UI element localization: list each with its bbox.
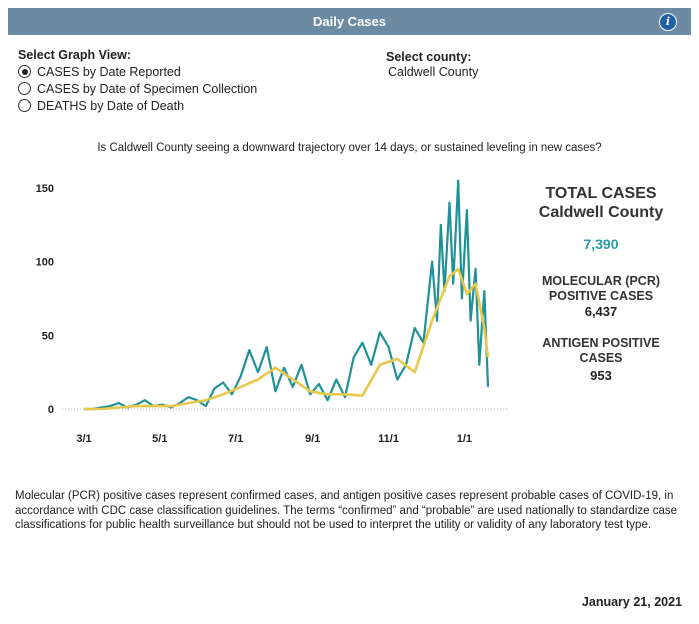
pcr-label-line-2: POSITIVE CASES [548, 289, 654, 303]
total-cases-county: Caldwell County [538, 204, 664, 221]
footnote: Molecular (PCR) positive cases represent… [15, 490, 678, 531]
radio-label[interactable]: CASES by Date Reported [37, 64, 181, 79]
x-tick-label: 5/1 [152, 433, 167, 445]
radio-circle-icon[interactable] [18, 82, 31, 95]
y-tick-label: 150 [36, 183, 54, 195]
pcr-label-line-1: MOLECULAR (PCR) [541, 274, 661, 288]
total-cases-value: 7,390 [583, 236, 619, 252]
x-tick-label: 1/1 [457, 433, 472, 445]
radio-cases-specimen-collection[interactable]: CASES by Date of Specimen Collection [18, 80, 257, 97]
y-axis-ticks: 0 50 100 150 [36, 183, 54, 416]
antigen-label-line-2: CASES [579, 351, 623, 365]
radio-deaths-date-of-death[interactable]: DEATHS by Date of Death [18, 97, 257, 114]
x-tick-label: 3/1 [76, 433, 91, 445]
total-cases-title: TOTAL CASES Caldwell County [520, 184, 682, 222]
header-title: Daily Cases [313, 14, 386, 29]
average-cases-line [84, 267, 490, 411]
antigen-cases-label: ANTIGEN POSITIVE CASES [520, 336, 682, 366]
radio-circle-icon[interactable] [18, 99, 31, 112]
x-axis-ticks: 3/1 5/1 7/1 9/1 11/1 1/1 [76, 433, 472, 445]
y-tick-label: 50 [42, 330, 54, 342]
county-select-value[interactable]: Caldwell County [388, 65, 479, 79]
antigen-label-line-1: ANTIGEN POSITIVE [542, 336, 660, 350]
chart-question: Is Caldwell County seeing a downward tra… [97, 142, 602, 154]
pcr-cases-value: 6,437 [584, 304, 618, 319]
total-cases-label: TOTAL CASES [545, 185, 657, 202]
info-icon[interactable]: i [659, 13, 677, 31]
header-bar: Daily Cases i [8, 8, 691, 35]
y-tick-label: 100 [36, 257, 54, 269]
antigen-cases-value: 953 [590, 368, 612, 383]
pcr-cases-label: MOLECULAR (PCR) POSITIVE CASES [520, 274, 682, 304]
radio-cases-date-reported[interactable]: CASES by Date Reported [18, 63, 257, 80]
y-tick-label: 0 [48, 404, 54, 416]
graph-view-radio-group: CASES by Date Reported CASES by Date of … [18, 63, 257, 114]
radio-circle-selected-icon[interactable] [18, 65, 31, 78]
x-tick-label: 11/1 [378, 433, 399, 445]
report-date: January 21, 2021 [581, 595, 682, 609]
daily-cases-chart: 0 50 100 150 3/1 5/1 7/1 9/1 11/1 1/1 [36, 179, 508, 445]
radio-label[interactable]: DEATHS by Date of Death [37, 98, 185, 113]
x-tick-label: 9/1 [305, 433, 320, 445]
graph-view-title: Select Graph View: [18, 48, 132, 62]
x-tick-label: 7/1 [228, 433, 243, 445]
radio-label[interactable]: CASES by Date of Specimen Collection [37, 81, 258, 96]
county-select-title: Select county: [386, 50, 472, 64]
